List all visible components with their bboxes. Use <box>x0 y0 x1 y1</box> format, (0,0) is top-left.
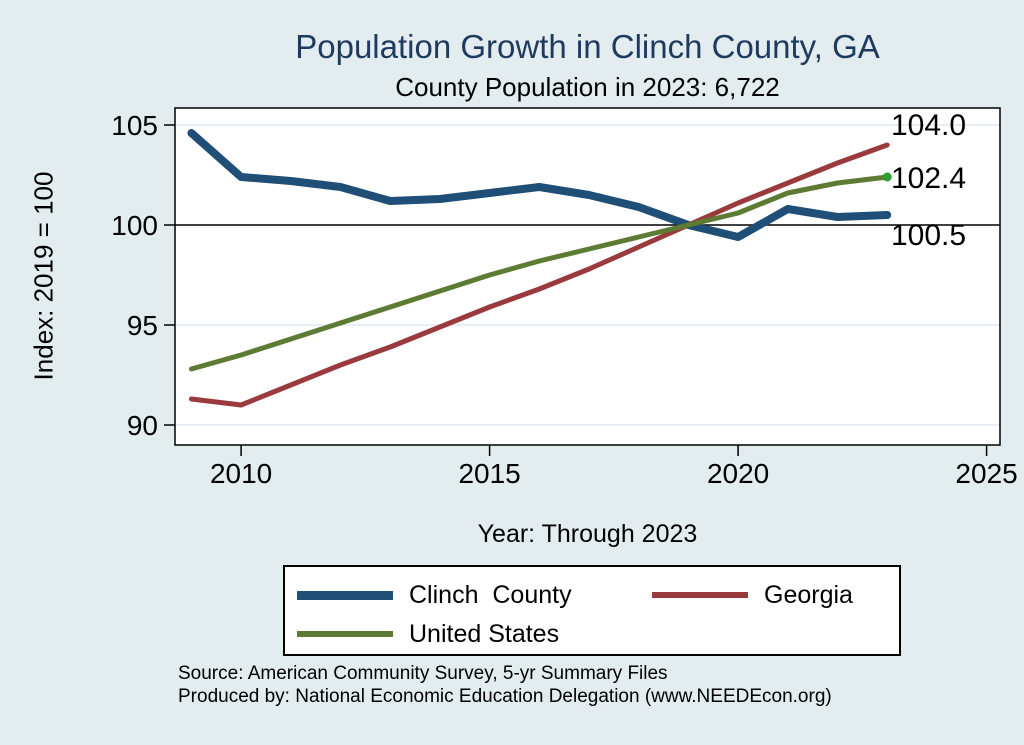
legend-item-clinch-county: Clinch County <box>297 580 572 610</box>
y-tick-label-90: 90 <box>127 410 158 441</box>
chart-subtitle: County Population in 2023: 6,722 <box>395 72 780 102</box>
legend-swatch-clinch-county <box>297 590 393 600</box>
plot-background <box>175 108 1000 445</box>
legend: Clinch County Georgia United States <box>283 565 901 656</box>
y-tick-label-100: 100 <box>111 210 158 241</box>
end-marker-dot <box>882 172 892 182</box>
legend-label-clinch-county: Clinch County <box>409 580 572 609</box>
produced-by-line: Produced by: National Economic Education… <box>178 686 832 707</box>
x-tick-label-2020: 2020 <box>707 458 769 489</box>
series-line-united-states <box>188 174 890 372</box>
legend-swatch-united-states <box>297 631 393 637</box>
x-tick-label-2025: 2025 <box>955 458 1017 489</box>
legend-label-united-states: United States <box>409 619 560 648</box>
y-tick-label-105: 105 <box>111 110 158 141</box>
end-value-label-georgia: 104.0 <box>891 109 966 142</box>
end-value-label-clinch-county: 100.5 <box>891 219 966 252</box>
y-tick-label-95: 95 <box>127 310 158 341</box>
plot-border <box>174 107 1001 446</box>
series-line-clinch-county <box>187 129 892 241</box>
legend-label-georgia: Georgia <box>764 580 853 609</box>
chart-title: Population Growth in Clinch County, GA <box>295 28 880 65</box>
series-line-georgia <box>188 142 890 408</box>
x-axis-title: Year: Through 2023 <box>477 520 698 548</box>
x-tick-label-2010: 2010 <box>210 458 272 489</box>
legend-item-united-states: United States <box>297 619 559 649</box>
source-line: Source: American Community Survey, 5-yr … <box>178 663 668 684</box>
source-note: Source: American Community Survey, 5-yr … <box>178 662 832 708</box>
legend-item-georgia: Georgia <box>652 580 853 610</box>
legend-swatch-georgia <box>652 592 748 598</box>
x-tick-label-2015: 2015 <box>458 458 520 489</box>
end-value-label-united-states: 102.4 <box>891 162 966 195</box>
